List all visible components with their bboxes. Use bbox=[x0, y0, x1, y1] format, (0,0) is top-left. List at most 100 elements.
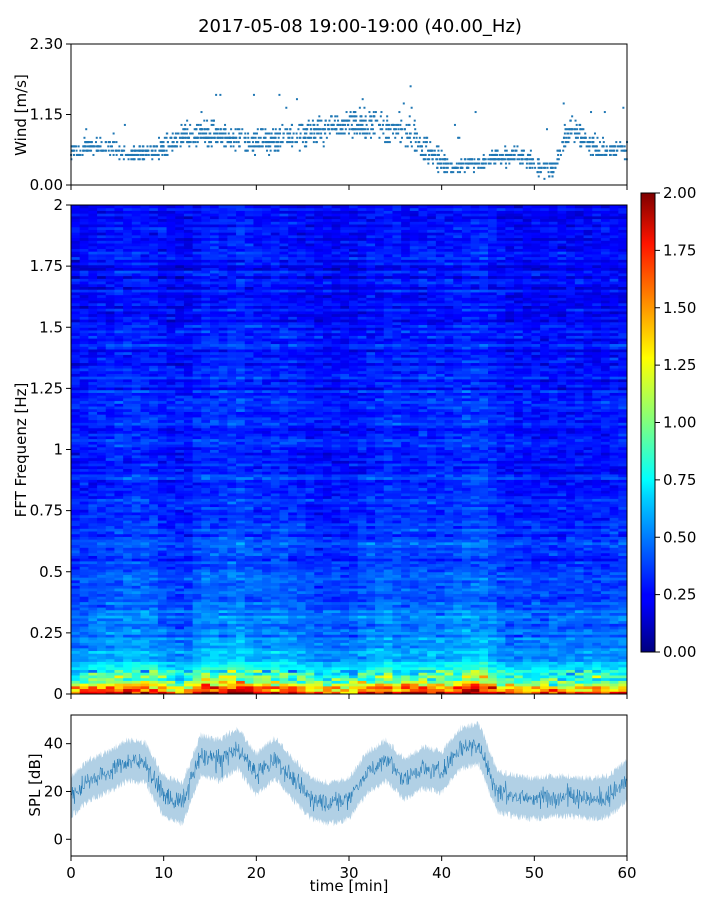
wind-point bbox=[532, 158, 535, 161]
wind-point bbox=[310, 136, 313, 139]
wind-point bbox=[386, 136, 389, 139]
spectrogram-cell bbox=[183, 672, 194, 676]
spectrogram-cell bbox=[331, 666, 341, 671]
wind-point bbox=[288, 136, 291, 139]
wind-y-tick-label: 0.00 bbox=[30, 176, 63, 194]
spectrogram-cell bbox=[427, 674, 437, 679]
spectrogram-cell bbox=[514, 661, 524, 665]
spectrogram-cell bbox=[97, 669, 107, 673]
spectrogram-cell bbox=[123, 674, 133, 679]
wind-point bbox=[364, 119, 367, 122]
wind-point bbox=[118, 145, 121, 148]
spectrogram-cell bbox=[201, 647, 211, 652]
wind-point bbox=[505, 166, 508, 169]
spectrogram-cell bbox=[296, 661, 307, 665]
spectrogram-cell bbox=[557, 672, 567, 676]
spectrogram-cell bbox=[227, 669, 237, 673]
wind-point bbox=[478, 158, 481, 161]
wind-point bbox=[195, 128, 198, 131]
wind-point bbox=[450, 171, 453, 174]
spectrogram-cell bbox=[79, 669, 89, 673]
spectrogram-cell bbox=[166, 677, 176, 681]
spectrogram-cell bbox=[131, 636, 141, 641]
spectrogram-cell bbox=[305, 655, 315, 660]
spectrogram-cell bbox=[218, 666, 228, 671]
spectrogram-cell bbox=[592, 639, 602, 643]
wind-point bbox=[99, 136, 102, 139]
spectrogram-cell bbox=[435, 688, 446, 692]
spectrogram-cell bbox=[123, 636, 133, 641]
spectrogram-cell bbox=[392, 680, 402, 684]
spectrogram-cell bbox=[383, 683, 393, 687]
spectrogram-cell bbox=[192, 650, 202, 654]
spectrogram-cell bbox=[149, 669, 159, 673]
spectrogram-cell bbox=[227, 639, 237, 643]
spectrogram-cell bbox=[435, 680, 446, 684]
spectrogram-cell bbox=[531, 691, 541, 695]
spectrogram-cell bbox=[140, 677, 150, 681]
spectrogram-cell bbox=[175, 669, 185, 673]
spectrogram-cell bbox=[201, 642, 211, 646]
spectrogram-cell bbox=[253, 642, 263, 646]
spectrogram-cell bbox=[314, 669, 324, 673]
wind-point bbox=[304, 128, 307, 131]
spectrogram-cell bbox=[175, 688, 185, 692]
spectrogram-cell bbox=[409, 685, 419, 690]
spectrogram-cell bbox=[548, 647, 558, 652]
spectrogram-cell bbox=[540, 653, 550, 657]
wind-point bbox=[477, 166, 480, 169]
wind-point bbox=[243, 136, 246, 139]
spectrogram-cell bbox=[192, 655, 202, 660]
wind-point bbox=[408, 123, 411, 126]
spectrogram-cell bbox=[305, 647, 315, 652]
spectrogram-cell bbox=[583, 636, 593, 641]
spectrogram-cell bbox=[461, 655, 472, 660]
spectrogram-cell bbox=[270, 666, 280, 671]
spectrogram-cell bbox=[496, 688, 506, 692]
spectrogram-cell bbox=[175, 685, 185, 690]
wind-point bbox=[309, 128, 312, 131]
wind-point bbox=[194, 136, 197, 139]
wind-point bbox=[161, 149, 164, 152]
spectrogram-cell bbox=[427, 672, 437, 676]
spectrogram-cell bbox=[401, 661, 411, 665]
wind-point bbox=[261, 141, 264, 144]
wind-point bbox=[289, 128, 292, 131]
spectrogram-cell bbox=[305, 642, 315, 646]
spectrogram-cell bbox=[288, 685, 298, 690]
spectrogram-cell bbox=[305, 645, 315, 649]
spectrogram-cell bbox=[244, 683, 254, 687]
wind-point bbox=[556, 158, 559, 161]
spectrogram-cell bbox=[540, 666, 550, 671]
wind-point bbox=[333, 128, 336, 131]
spectrogram-cell bbox=[140, 642, 150, 646]
spectrogram-cell bbox=[418, 647, 428, 652]
spectrogram-cell bbox=[349, 688, 359, 692]
spectrogram-cell bbox=[131, 658, 141, 662]
spectrogram-cell bbox=[557, 658, 567, 662]
spectrogram-cell bbox=[131, 634, 141, 638]
spectrogram-cell bbox=[574, 636, 585, 641]
wind-point bbox=[450, 162, 453, 165]
spectrogram-cell bbox=[97, 672, 107, 676]
spectrogram-cell bbox=[409, 658, 419, 662]
spectrogram-cell bbox=[244, 664, 254, 668]
wind-point bbox=[356, 132, 359, 135]
wind-point bbox=[306, 136, 309, 139]
wind-point bbox=[549, 162, 552, 165]
spectrogram-cell bbox=[479, 683, 489, 687]
wind-point bbox=[511, 158, 514, 161]
spectrogram-cell bbox=[340, 674, 350, 679]
wind-point bbox=[386, 119, 389, 122]
spectrogram-cell bbox=[514, 647, 524, 652]
spectrogram-cell bbox=[340, 683, 350, 687]
spectrogram-cell bbox=[470, 688, 480, 692]
wind-point bbox=[252, 93, 255, 96]
spectrogram-cell bbox=[253, 683, 263, 687]
wind-point bbox=[219, 128, 222, 131]
spectrogram-cell bbox=[470, 680, 480, 684]
spectrogram-cell bbox=[566, 685, 576, 690]
spectrogram-cell bbox=[331, 642, 341, 646]
spectrogram-cell bbox=[218, 664, 228, 668]
wind-point bbox=[545, 128, 548, 131]
